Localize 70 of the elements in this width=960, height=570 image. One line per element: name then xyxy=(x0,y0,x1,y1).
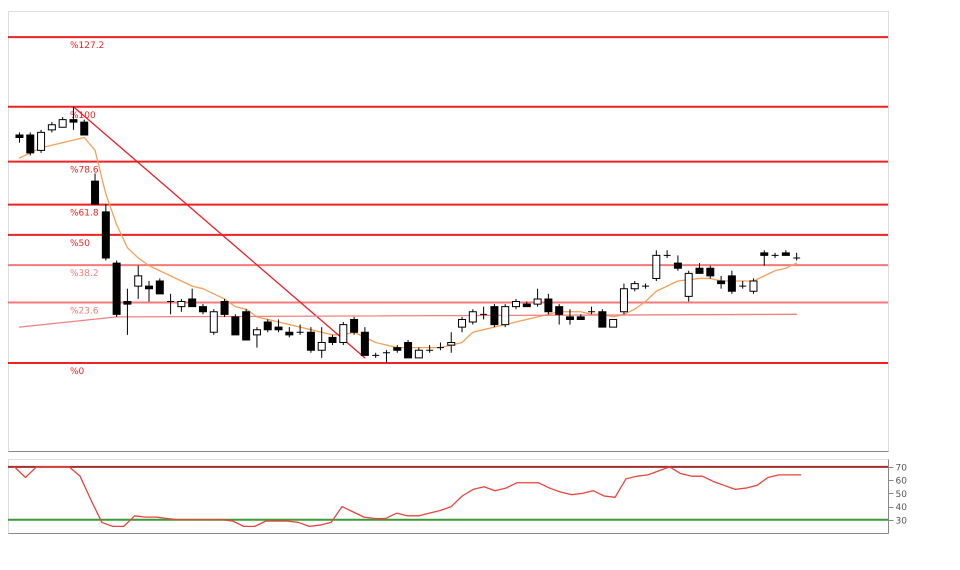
candlestick xyxy=(404,339,412,358)
candlestick xyxy=(468,308,477,326)
candlestick xyxy=(328,334,337,346)
line-series xyxy=(14,466,802,528)
ref-line-label: %50 xyxy=(70,238,90,249)
candlestick xyxy=(598,308,606,328)
candlestick xyxy=(566,308,574,326)
candlestick xyxy=(123,288,132,336)
candlestick xyxy=(534,288,542,308)
candlestick xyxy=(134,265,142,300)
candlestick xyxy=(414,347,423,358)
candlestick xyxy=(306,326,315,354)
candlestick xyxy=(749,278,758,294)
candlestick xyxy=(15,132,24,144)
candlestick xyxy=(588,306,596,315)
candlestick xyxy=(339,322,348,346)
candlestick xyxy=(512,298,520,310)
candlestick xyxy=(544,293,552,315)
ref-line-label: %38.2 xyxy=(70,269,99,280)
candlestick xyxy=(696,262,704,274)
candlestick xyxy=(58,116,67,128)
candlestick xyxy=(760,250,768,266)
candlestick xyxy=(188,288,196,308)
candlestick xyxy=(48,122,56,133)
y-tick-label: 60 xyxy=(896,476,908,487)
candlestick xyxy=(490,304,498,328)
candlestick xyxy=(318,326,326,358)
candlestick xyxy=(145,280,154,302)
candlestick xyxy=(674,254,682,272)
candlestick xyxy=(652,250,660,282)
candlestick xyxy=(630,280,639,292)
candlestick xyxy=(156,278,164,294)
candlestick xyxy=(37,129,46,154)
candlestick xyxy=(447,332,456,354)
candlestick xyxy=(360,326,369,356)
candlestick xyxy=(706,265,714,279)
candlestick xyxy=(220,298,229,318)
candlestick xyxy=(231,314,240,336)
candlestick xyxy=(458,316,466,333)
y-tick-label: 30 xyxy=(896,516,908,526)
y-tick-label: 50 xyxy=(896,490,908,500)
y-tick-label: 40 xyxy=(896,503,908,514)
ref-line-label: %23.6 xyxy=(70,306,99,317)
ref-line-label: %78.6 xyxy=(70,166,99,176)
candlestick xyxy=(26,132,34,156)
candlestick xyxy=(350,316,358,336)
candlestick xyxy=(426,344,434,354)
candlestick xyxy=(210,308,218,336)
candlestick xyxy=(480,306,488,320)
candlestick xyxy=(166,293,175,315)
ref-line-label: %127.2 xyxy=(70,41,104,52)
candlestick xyxy=(296,324,304,336)
candlestick xyxy=(684,270,693,302)
ref-line-label: %61.8 xyxy=(70,208,99,219)
candlestick xyxy=(728,270,736,294)
candlestick xyxy=(274,318,283,333)
candlestick xyxy=(80,119,88,136)
candlestick xyxy=(382,350,390,364)
candlestick xyxy=(555,304,564,326)
candlestick xyxy=(91,172,100,205)
candlestick xyxy=(198,304,207,315)
candlestick xyxy=(252,326,261,348)
candlestick xyxy=(717,275,726,290)
ref-line-label: %0 xyxy=(70,367,85,377)
candlestick xyxy=(285,326,294,338)
candlestick xyxy=(264,318,272,333)
candlestick xyxy=(177,298,186,312)
candlestick xyxy=(620,283,628,315)
candlestick xyxy=(501,304,510,328)
y-tick-label: 70 xyxy=(896,463,908,474)
